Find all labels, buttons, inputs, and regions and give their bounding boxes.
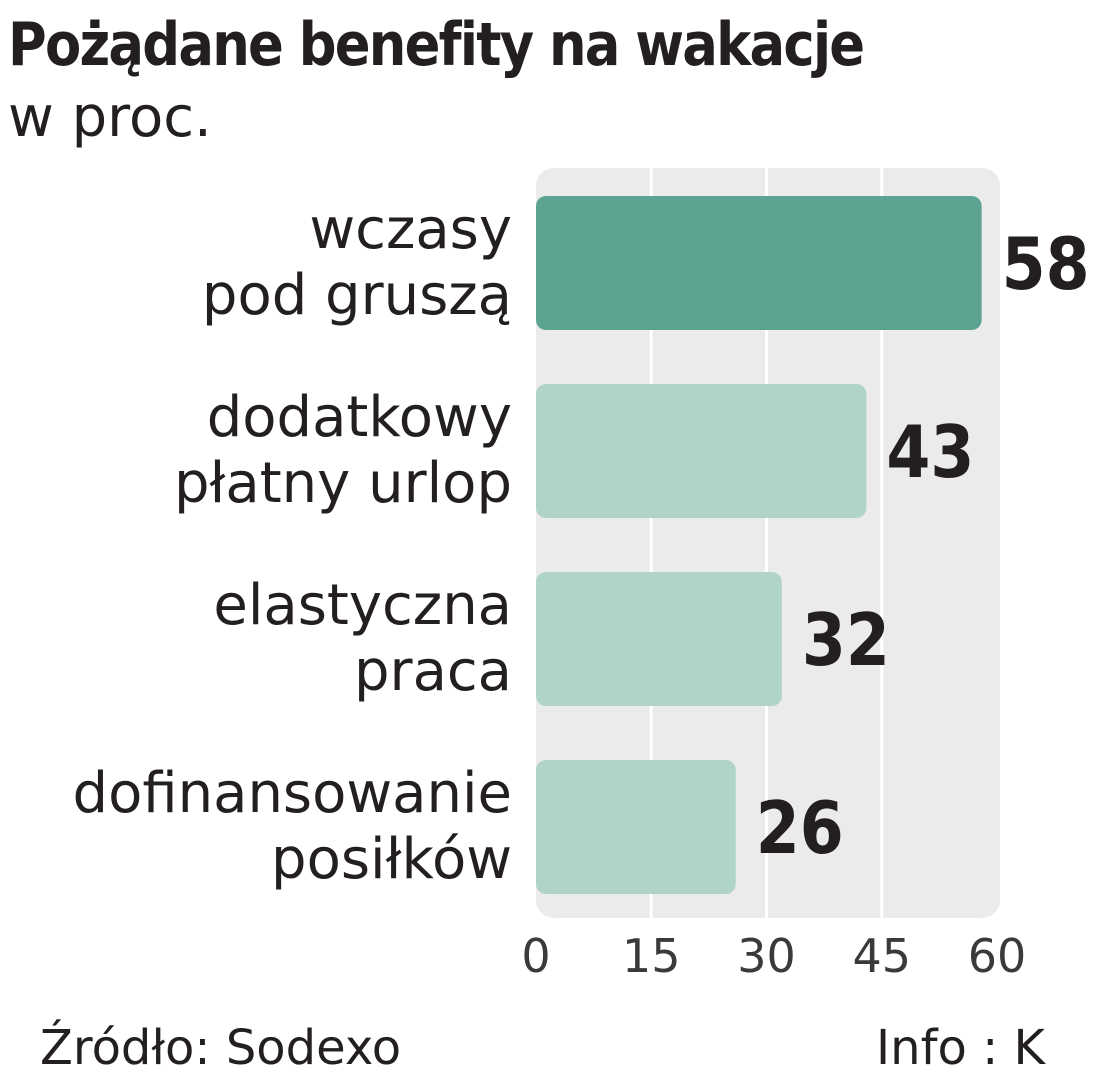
category-label-0-1: pod gruszą xyxy=(202,263,512,328)
category-label-0-0: wczasy xyxy=(309,197,512,262)
chart-title: Pożądane benefity na wakacje xyxy=(8,10,865,80)
value-label-0: 58 xyxy=(1002,222,1090,306)
source-note: Źródło: Sodexo xyxy=(40,1020,402,1076)
category-label-1-0: dodatkowy xyxy=(207,385,512,450)
category-label-1-1: płatny urlop xyxy=(174,451,512,516)
bar-2 xyxy=(536,572,782,706)
bar-0 xyxy=(536,196,982,330)
bars xyxy=(536,196,982,894)
x-tick-label-15: 15 xyxy=(622,929,681,983)
value-label-1: 43 xyxy=(886,410,974,494)
x-tick-label-0: 0 xyxy=(521,929,550,983)
category-label-3-1: posiłków xyxy=(271,827,512,892)
bar-1 xyxy=(536,384,867,518)
category-label-3-0: dofinansowanie xyxy=(73,761,512,826)
bar-3 xyxy=(536,760,736,894)
value-label-3: 26 xyxy=(756,786,844,870)
category-label-2-0: elastyczna xyxy=(213,573,512,638)
credit-note: Info : K xyxy=(875,1020,1045,1076)
chart-subtitle: w proc. xyxy=(8,85,212,150)
category-label-2-1: praca xyxy=(354,639,512,704)
x-tick-label-30: 30 xyxy=(737,929,796,983)
x-axis-ticks: 0 15 30 45 60 xyxy=(521,929,1026,983)
x-tick-label-60: 60 xyxy=(968,929,1027,983)
x-tick-label-45: 45 xyxy=(852,929,911,983)
value-labels: 58 43 32 26 xyxy=(756,222,1090,870)
value-label-2: 32 xyxy=(802,598,890,682)
